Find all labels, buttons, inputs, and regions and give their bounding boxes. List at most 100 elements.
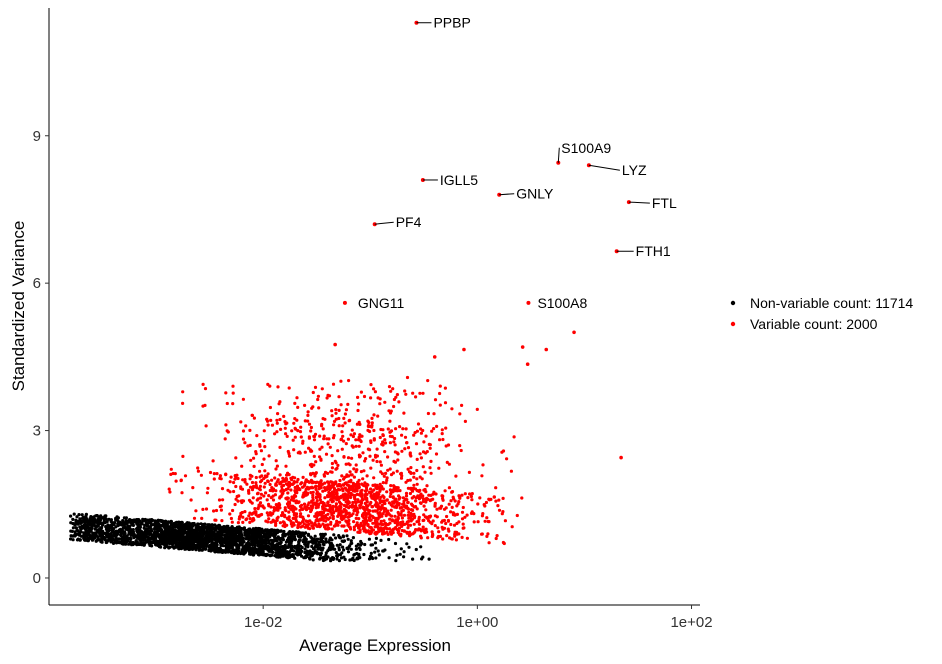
variable-point — [340, 524, 344, 528]
non-variable-point — [135, 518, 139, 522]
variable-point — [283, 513, 287, 517]
variable-point — [422, 440, 426, 444]
non-variable-point — [207, 524, 211, 529]
variable-point — [451, 495, 455, 499]
non-variable-point — [92, 515, 96, 519]
variable-point — [258, 480, 263, 484]
variable-point — [250, 488, 255, 492]
variable-point — [414, 442, 419, 446]
variable-point — [415, 507, 419, 511]
variable-point — [274, 482, 278, 486]
non-variable-point — [336, 553, 340, 557]
variable-point — [355, 513, 359, 517]
variable-point — [267, 517, 271, 521]
variable-point — [359, 434, 363, 438]
non-variable-point — [170, 529, 174, 534]
variable-point — [299, 512, 303, 516]
variable-point — [268, 482, 272, 487]
non-variable-point — [381, 549, 385, 553]
variable-point — [415, 429, 419, 433]
non-variable-point — [328, 547, 333, 552]
variable-point — [415, 482, 419, 486]
variable-point — [408, 491, 412, 496]
variable-point — [325, 516, 329, 520]
non-variable-point — [92, 521, 96, 525]
variable-point — [460, 517, 465, 521]
non-variable-point — [352, 558, 356, 563]
non-variable-point — [346, 550, 351, 554]
variable-point — [321, 503, 326, 507]
variable-point — [375, 459, 379, 464]
non-variable-point — [107, 528, 112, 532]
variable-point — [213, 518, 217, 522]
variable-point — [421, 428, 425, 433]
variable-point — [356, 486, 360, 490]
variable-point — [494, 499, 498, 503]
non-variable-point — [149, 532, 153, 536]
variable-point — [219, 477, 223, 481]
variable-point — [369, 396, 373, 400]
non-variable-point — [358, 547, 362, 552]
non-variable-point — [226, 548, 230, 553]
variable-point — [365, 474, 369, 478]
variable-point — [388, 419, 392, 423]
variable-point — [306, 419, 310, 423]
variable-point — [248, 517, 252, 521]
variable-point — [378, 435, 382, 440]
variable-point — [304, 508, 309, 512]
variable-point — [381, 487, 385, 491]
legend-label-non-variable: Non-variable count: 11714 — [750, 295, 913, 311]
variable-point — [381, 481, 385, 485]
variable-point — [241, 437, 246, 441]
variable-point — [351, 500, 355, 505]
variable-point — [328, 445, 332, 449]
variable-point — [332, 524, 336, 528]
non-variable-point — [94, 524, 98, 529]
variable-point — [497, 508, 502, 512]
variable-point — [361, 451, 365, 455]
variable-point — [392, 397, 396, 402]
non-variable-point — [334, 551, 338, 555]
variable-point — [294, 501, 298, 505]
variable-point — [364, 486, 369, 490]
variable-point — [390, 489, 394, 493]
non-variable-point — [337, 548, 341, 552]
variable-point — [383, 438, 387, 442]
variable-point — [248, 477, 252, 481]
variable-point — [424, 508, 428, 512]
variable-point — [339, 516, 343, 521]
non-variable-point — [200, 538, 204, 543]
variable-point — [231, 508, 235, 513]
variable-point — [311, 490, 315, 494]
non-variable-point — [274, 551, 278, 555]
variable-point — [318, 447, 322, 451]
variable-point — [361, 483, 365, 487]
variable-point — [382, 495, 386, 500]
variable-point — [415, 468, 419, 473]
variable-point — [352, 525, 356, 529]
non-variable-point — [276, 544, 280, 548]
variable-point — [301, 517, 306, 521]
variable-point — [419, 456, 423, 460]
variable-point — [444, 426, 448, 430]
non-variable-point — [307, 540, 311, 544]
non-variable-point — [320, 548, 324, 552]
variable-point — [349, 433, 353, 437]
variable-point — [412, 475, 416, 479]
non-variable-point — [363, 542, 367, 547]
variable-point — [487, 541, 491, 545]
variable-point — [260, 474, 264, 478]
variable-point — [252, 456, 256, 460]
variable-point — [478, 496, 482, 500]
variable-point — [292, 448, 296, 452]
variable-point — [254, 481, 258, 485]
variable-point — [441, 537, 445, 541]
variable-point — [397, 526, 402, 530]
variable-point — [413, 431, 417, 435]
non-variable-point — [367, 537, 371, 541]
variable-point — [448, 536, 452, 540]
variable-point — [286, 449, 290, 454]
variable-point — [298, 430, 303, 434]
variable-point — [233, 502, 237, 507]
variable-point — [438, 384, 442, 388]
